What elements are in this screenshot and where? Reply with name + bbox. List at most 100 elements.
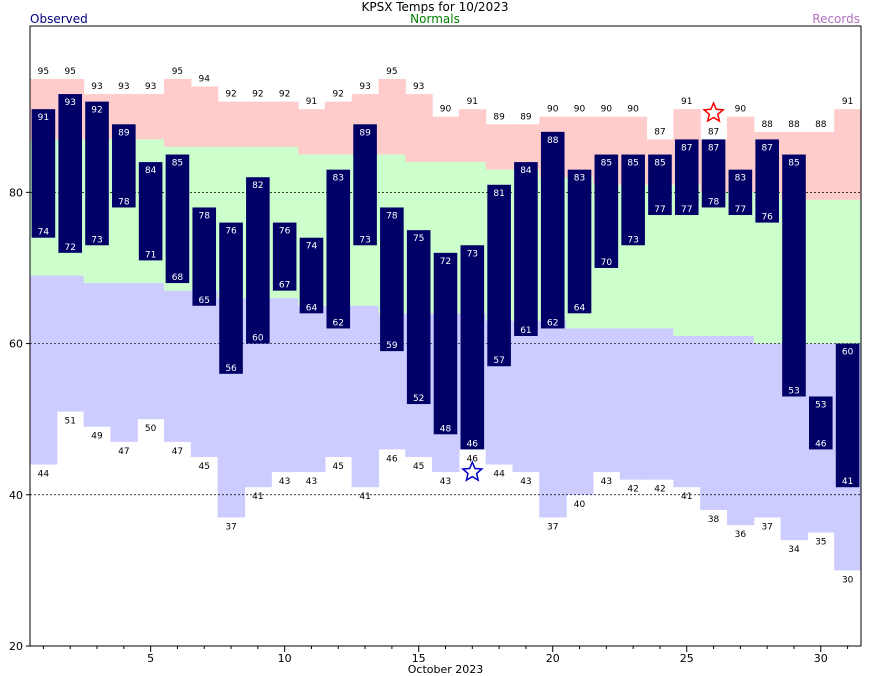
record-low-label: 47 xyxy=(172,447,183,457)
record-low-label: 50 xyxy=(145,424,157,434)
record-low-label: 35 xyxy=(815,538,826,548)
observed-bar xyxy=(594,154,619,268)
observed-low-label: 46 xyxy=(467,439,479,449)
observed-bar xyxy=(648,154,672,216)
observed-low-label: 77 xyxy=(681,205,692,215)
legend-normals-label: Normals xyxy=(410,12,460,26)
observed-low-label: 76 xyxy=(761,213,773,223)
observed-bar xyxy=(299,237,324,314)
record-high-label: 88 xyxy=(788,120,800,130)
normal-band xyxy=(700,192,728,336)
legend-records-label: Records xyxy=(812,12,860,26)
axis-ticks: 20 40 60 80 5 10 15 20 25 30 xyxy=(9,186,849,665)
record-low-label: 41 xyxy=(681,492,692,502)
record-low-label: 42 xyxy=(654,485,665,495)
observed-high-label: 83 xyxy=(735,174,746,184)
record-low-label: 43 xyxy=(306,477,317,487)
x-axis-label: October 2023 xyxy=(408,663,484,676)
observed-low-label: 74 xyxy=(38,228,50,238)
record-high-label: 90 xyxy=(574,105,586,115)
y-tick-label: 40 xyxy=(9,489,23,502)
observed-high-label: 82 xyxy=(252,181,263,191)
record-high-label: 94 xyxy=(199,74,211,84)
record-low-label: 47 xyxy=(118,447,129,457)
observed-high-label: 76 xyxy=(225,227,237,237)
observed-high-label: 88 xyxy=(547,136,559,146)
record-high-label: 93 xyxy=(118,82,129,92)
observed-bar xyxy=(246,177,270,344)
observed-low-label: 64 xyxy=(306,303,318,313)
observed-low-label: 64 xyxy=(574,303,586,313)
normal-band xyxy=(807,199,835,344)
x-tick-label: 10 xyxy=(278,652,292,665)
observed-high-label: 60 xyxy=(842,348,854,358)
observed-high-label: 72 xyxy=(440,257,451,267)
observed-low-label: 78 xyxy=(708,197,720,207)
observed-bar xyxy=(567,169,592,314)
record-low-band xyxy=(298,305,326,473)
record-low-label: 42 xyxy=(627,485,638,495)
observed-high-label: 89 xyxy=(359,128,371,138)
record-high-band xyxy=(432,116,460,163)
observed-high-label: 87 xyxy=(708,143,719,153)
record-low-label: 34 xyxy=(788,545,800,555)
observed-high-label: 87 xyxy=(761,143,772,153)
record-low-band xyxy=(592,328,621,473)
record-low-label: 51 xyxy=(64,417,75,427)
normal-band xyxy=(726,192,755,336)
record-low-label: 40 xyxy=(574,500,586,510)
record-low-label: 41 xyxy=(359,492,370,502)
record-high-label: 91 xyxy=(306,97,317,107)
observed-high-label: 89 xyxy=(118,128,130,138)
record-high-band xyxy=(485,124,514,170)
observed-bar xyxy=(433,252,458,435)
observed-bar xyxy=(326,169,351,329)
observed-bar xyxy=(460,245,485,450)
record-low-label: 37 xyxy=(547,522,558,532)
record-low-band xyxy=(646,328,674,480)
observed-high-label: 53 xyxy=(815,400,826,410)
x-tick-label: 25 xyxy=(680,652,694,665)
y-tick-label: 80 xyxy=(9,186,23,199)
record-high-band xyxy=(190,86,219,147)
observed-high-label: 85 xyxy=(601,159,612,169)
observed-low-label: 77 xyxy=(654,205,665,215)
record-high-label: 92 xyxy=(225,90,236,100)
observed-bar xyxy=(621,154,645,246)
observed-low-label: 73 xyxy=(91,235,102,245)
record-high-label: 93 xyxy=(145,82,156,92)
record-low-label: 49 xyxy=(91,432,103,442)
record-high-label: 92 xyxy=(279,90,290,100)
record-low-label: 37 xyxy=(761,522,772,532)
observed-low-label: 59 xyxy=(386,341,398,351)
observed-low-label: 77 xyxy=(735,205,746,215)
observed-low-label: 65 xyxy=(199,296,210,306)
record-high-label: 89 xyxy=(520,112,532,122)
observed-bar xyxy=(31,109,56,238)
x-tick-label: 20 xyxy=(546,652,560,665)
record-low-band xyxy=(619,328,648,480)
record-high-label: 93 xyxy=(359,82,370,92)
record-high-label: 88 xyxy=(815,120,827,130)
observed-bar xyxy=(808,396,833,450)
record-high-band xyxy=(458,109,487,163)
record-low-label: 44 xyxy=(493,470,505,480)
record-low-star-icon xyxy=(460,460,484,482)
observed-high-label: 83 xyxy=(574,174,585,184)
record-low-band xyxy=(110,283,138,442)
record-high-label: 87 xyxy=(654,127,665,137)
record-low-band xyxy=(726,336,755,526)
record-low-label: 41 xyxy=(252,492,263,502)
record-high-label: 93 xyxy=(91,82,102,92)
observed-bar xyxy=(755,139,779,223)
x-tick-label: 15 xyxy=(412,652,426,665)
observed-low-label: 70 xyxy=(601,258,613,268)
record-high-band xyxy=(566,116,594,178)
observed-bar xyxy=(138,162,163,261)
record-high-band xyxy=(834,109,862,200)
record-high-band xyxy=(298,109,326,155)
observed-low-label: 52 xyxy=(413,394,424,404)
record-low-band xyxy=(164,290,192,442)
record-low-band xyxy=(700,336,728,510)
observed-bar xyxy=(487,184,511,367)
